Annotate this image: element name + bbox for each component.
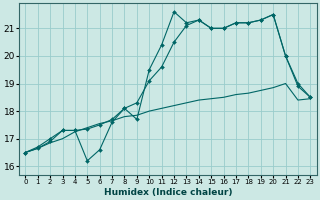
X-axis label: Humidex (Indice chaleur): Humidex (Indice chaleur) <box>104 188 232 197</box>
